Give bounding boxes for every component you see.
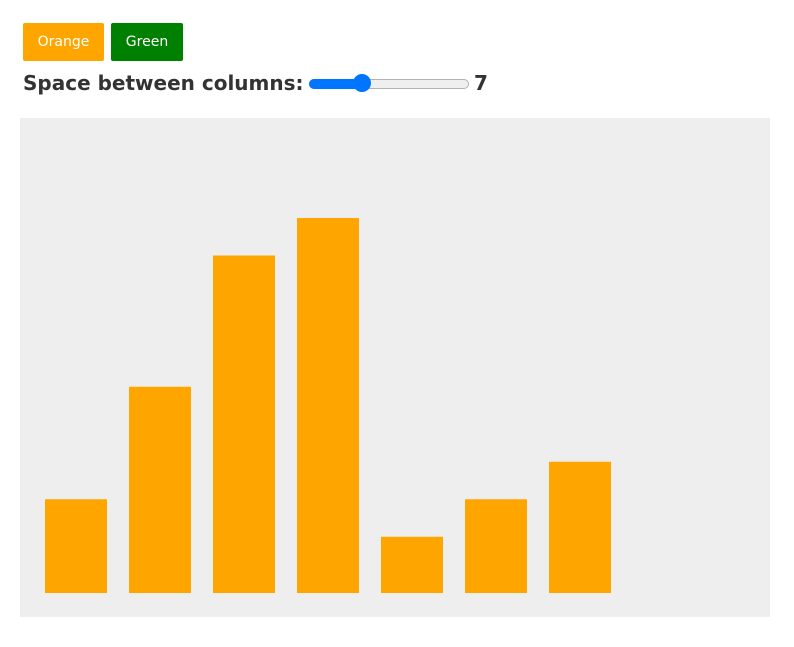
bar-3: [213, 255, 275, 593]
spacing-label: Space between columns:: [23, 71, 304, 95]
green-button[interactable]: Green: [111, 23, 183, 61]
slider-thumb[interactable]: [353, 74, 372, 92]
bar-chart-svg: [45, 218, 611, 593]
bar-7: [549, 461, 611, 593]
bar-1: [45, 499, 107, 593]
bar-6: [465, 499, 527, 593]
spacing-control: Space between columns: 7: [23, 70, 623, 96]
spacing-slider[interactable]: [309, 74, 469, 92]
bar-4: [297, 218, 359, 593]
bar-2: [129, 386, 191, 593]
slider-fill: [309, 79, 363, 89]
bar-chart: [20, 118, 770, 617]
spacing-value: 7: [474, 71, 488, 95]
orange-button[interactable]: Orange: [23, 23, 104, 61]
bar-5: [381, 536, 443, 593]
